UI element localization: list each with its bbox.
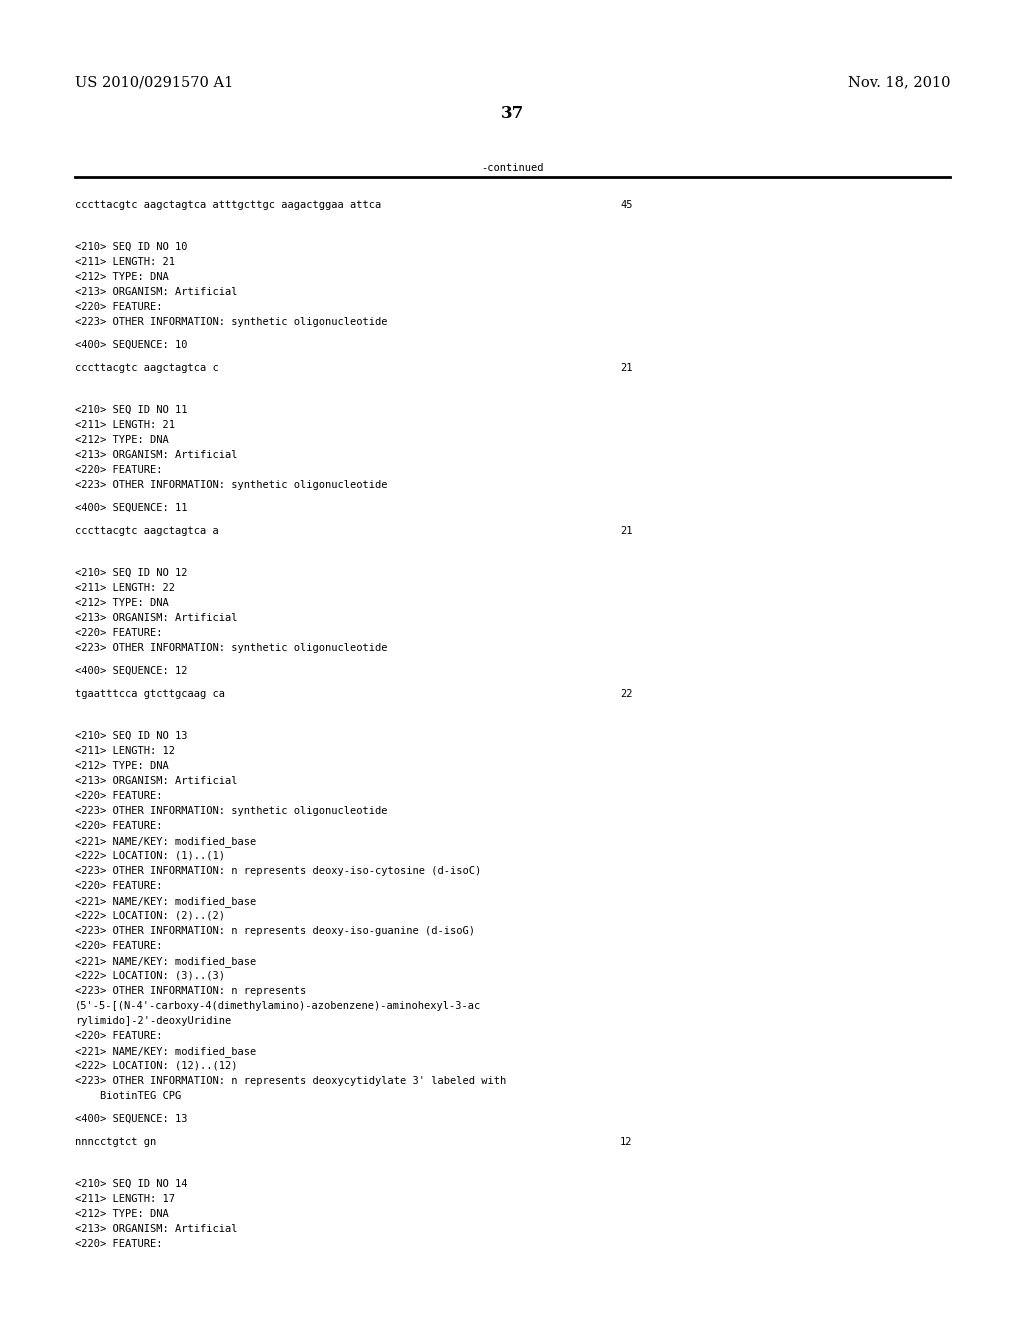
Text: <210> SEQ ID NO 10: <210> SEQ ID NO 10 (75, 242, 187, 252)
Text: <210> SEQ ID NO 14: <210> SEQ ID NO 14 (75, 1179, 187, 1189)
Text: <223> OTHER INFORMATION: n represents deoxycytidylate 3' labeled with: <223> OTHER INFORMATION: n represents de… (75, 1076, 506, 1086)
Text: 21: 21 (620, 525, 633, 536)
Text: cccttacgtc aagctagtca a: cccttacgtc aagctagtca a (75, 525, 219, 536)
Text: <223> OTHER INFORMATION: synthetic oligonucleotide: <223> OTHER INFORMATION: synthetic oligo… (75, 480, 387, 490)
Text: <222> LOCATION: (2)..(2): <222> LOCATION: (2)..(2) (75, 911, 225, 921)
Text: <213> ORGANISM: Artificial: <213> ORGANISM: Artificial (75, 612, 238, 623)
Text: <220> FEATURE:: <220> FEATURE: (75, 880, 163, 891)
Text: 21: 21 (620, 363, 633, 374)
Text: <220> FEATURE:: <220> FEATURE: (75, 1239, 163, 1249)
Text: <221> NAME/KEY: modified_base: <221> NAME/KEY: modified_base (75, 896, 256, 907)
Text: <220> FEATURE:: <220> FEATURE: (75, 941, 163, 950)
Text: <223> OTHER INFORMATION: n represents: <223> OTHER INFORMATION: n represents (75, 986, 306, 997)
Text: rylimido]-2'-deoxyUridine: rylimido]-2'-deoxyUridine (75, 1016, 231, 1026)
Text: cccttacgtc aagctagtca atttgcttgc aagactggaa attca: cccttacgtc aagctagtca atttgcttgc aagactg… (75, 201, 381, 210)
Text: <211> LENGTH: 17: <211> LENGTH: 17 (75, 1195, 175, 1204)
Text: <212> TYPE: DNA: <212> TYPE: DNA (75, 598, 169, 609)
Text: 37: 37 (501, 106, 523, 121)
Text: 45: 45 (620, 201, 633, 210)
Text: Nov. 18, 2010: Nov. 18, 2010 (848, 75, 950, 88)
Text: <213> ORGANISM: Artificial: <213> ORGANISM: Artificial (75, 1224, 238, 1234)
Text: <211> LENGTH: 21: <211> LENGTH: 21 (75, 257, 175, 267)
Text: <213> ORGANISM: Artificial: <213> ORGANISM: Artificial (75, 286, 238, 297)
Text: <212> TYPE: DNA: <212> TYPE: DNA (75, 436, 169, 445)
Text: <213> ORGANISM: Artificial: <213> ORGANISM: Artificial (75, 776, 238, 785)
Text: US 2010/0291570 A1: US 2010/0291570 A1 (75, 75, 233, 88)
Text: tgaatttcca gtcttgcaag ca: tgaatttcca gtcttgcaag ca (75, 689, 225, 700)
Text: <211> LENGTH: 22: <211> LENGTH: 22 (75, 583, 175, 593)
Text: (5'-5-[(N-4'-carboxy-4(dimethylamino)-azobenzene)-aminohexyl-3-ac: (5'-5-[(N-4'-carboxy-4(dimethylamino)-az… (75, 1001, 481, 1011)
Text: <400> SEQUENCE: 11: <400> SEQUENCE: 11 (75, 503, 187, 513)
Text: <223> OTHER INFORMATION: synthetic oligonucleotide: <223> OTHER INFORMATION: synthetic oligo… (75, 643, 387, 653)
Text: <220> FEATURE:: <220> FEATURE: (75, 302, 163, 312)
Text: <210> SEQ ID NO 11: <210> SEQ ID NO 11 (75, 405, 187, 414)
Text: <220> FEATURE:: <220> FEATURE: (75, 821, 163, 832)
Text: <221> NAME/KEY: modified_base: <221> NAME/KEY: modified_base (75, 836, 256, 847)
Text: <223> OTHER INFORMATION: n represents deoxy-iso-cytosine (d-isoC): <223> OTHER INFORMATION: n represents de… (75, 866, 481, 876)
Text: <223> OTHER INFORMATION: n represents deoxy-iso-guanine (d-isoG): <223> OTHER INFORMATION: n represents de… (75, 927, 475, 936)
Text: <220> FEATURE:: <220> FEATURE: (75, 628, 163, 638)
Text: <400> SEQUENCE: 10: <400> SEQUENCE: 10 (75, 341, 187, 350)
Text: <400> SEQUENCE: 12: <400> SEQUENCE: 12 (75, 667, 187, 676)
Text: <220> FEATURE:: <220> FEATURE: (75, 465, 163, 475)
Text: <211> LENGTH: 12: <211> LENGTH: 12 (75, 746, 175, 756)
Text: <210> SEQ ID NO 12: <210> SEQ ID NO 12 (75, 568, 187, 578)
Text: <212> TYPE: DNA: <212> TYPE: DNA (75, 1209, 169, 1218)
Text: <222> LOCATION: (1)..(1): <222> LOCATION: (1)..(1) (75, 851, 225, 861)
Text: nnncctgtct gn: nnncctgtct gn (75, 1137, 157, 1147)
Text: <400> SEQUENCE: 13: <400> SEQUENCE: 13 (75, 1114, 187, 1125)
Text: <210> SEQ ID NO 13: <210> SEQ ID NO 13 (75, 731, 187, 741)
Text: 22: 22 (620, 689, 633, 700)
Text: <223> OTHER INFORMATION: synthetic oligonucleotide: <223> OTHER INFORMATION: synthetic oligo… (75, 807, 387, 816)
Text: <221> NAME/KEY: modified_base: <221> NAME/KEY: modified_base (75, 1045, 256, 1057)
Text: <212> TYPE: DNA: <212> TYPE: DNA (75, 762, 169, 771)
Text: <212> TYPE: DNA: <212> TYPE: DNA (75, 272, 169, 282)
Text: -continued: -continued (480, 162, 544, 173)
Text: <223> OTHER INFORMATION: synthetic oligonucleotide: <223> OTHER INFORMATION: synthetic oligo… (75, 317, 387, 327)
Text: <211> LENGTH: 21: <211> LENGTH: 21 (75, 420, 175, 430)
Text: <220> FEATURE:: <220> FEATURE: (75, 791, 163, 801)
Text: <213> ORGANISM: Artificial: <213> ORGANISM: Artificial (75, 450, 238, 459)
Text: <222> LOCATION: (12)..(12): <222> LOCATION: (12)..(12) (75, 1061, 238, 1071)
Text: BiotinTEG CPG: BiotinTEG CPG (75, 1092, 181, 1101)
Text: 12: 12 (620, 1137, 633, 1147)
Text: <222> LOCATION: (3)..(3): <222> LOCATION: (3)..(3) (75, 972, 225, 981)
Text: cccttacgtc aagctagtca c: cccttacgtc aagctagtca c (75, 363, 219, 374)
Text: <221> NAME/KEY: modified_base: <221> NAME/KEY: modified_base (75, 956, 256, 968)
Text: <220> FEATURE:: <220> FEATURE: (75, 1031, 163, 1041)
